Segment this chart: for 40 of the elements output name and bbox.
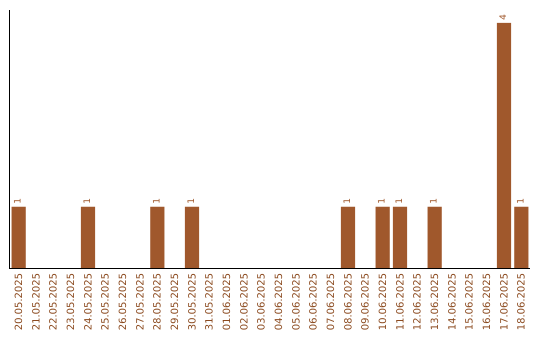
x-tick-label: 31.05.2025	[204, 273, 216, 330]
x-tick-label: 12.06.2025	[412, 273, 424, 330]
x-tick-label: 20.05.2025	[14, 273, 25, 330]
x-tick-label: 30.05.2025	[187, 273, 198, 330]
x-tick-label: 14.06.2025	[447, 273, 458, 330]
x-tick-label: 29.05.2025	[170, 273, 181, 330]
x-tick-label: 17.06.2025	[499, 273, 510, 330]
data-label: 1	[152, 198, 162, 204]
x-tick-label: 26.05.2025	[118, 273, 129, 330]
data-label: 1	[378, 198, 388, 204]
x-tick-label: 04.06.2025	[274, 273, 285, 330]
x-tick-label: 02.06.2025	[239, 273, 250, 330]
x-tick-label: 22.05.2025	[48, 273, 60, 330]
x-tick-label: 05.06.2025	[291, 273, 302, 330]
x-tick-label: 06.06.2025	[308, 273, 320, 330]
x-tick-label: 16.06.2025	[482, 273, 493, 330]
x-tick-label: 13.06.2025	[430, 273, 441, 330]
x-tick-label: 09.06.2025	[360, 273, 372, 330]
data-label: 1	[430, 198, 440, 204]
x-tick-label: 23.05.2025	[66, 273, 77, 330]
x-tick-label: 10.06.2025	[378, 273, 389, 330]
x-tick-label: 15.06.2025	[464, 273, 476, 330]
data-label: 1	[343, 198, 353, 204]
data-label: 1	[83, 198, 93, 204]
x-tick-label: 07.06.2025	[326, 273, 337, 330]
x-tick-label: 27.05.2025	[135, 273, 146, 330]
data-label: 1	[14, 198, 24, 204]
data-label: 4	[499, 14, 509, 20]
data-label: 1	[516, 198, 526, 204]
x-tick-label: 28.05.2025	[152, 273, 164, 330]
x-tick-label: 18.06.2025	[516, 273, 528, 330]
x-tick-label: 03.06.2025	[256, 273, 268, 330]
x-tick-label: 21.05.2025	[31, 273, 42, 330]
data-label: 1	[395, 198, 405, 204]
x-tick-label: 11.06.2025	[395, 273, 406, 330]
x-tick-label: 08.06.2025	[343, 273, 354, 330]
data-label: 1	[187, 198, 197, 204]
x-tick-label: 24.05.2025	[83, 273, 94, 330]
x-tick-label: 01.06.2025	[222, 273, 233, 330]
x-tick-label: 25.05.2025	[100, 273, 112, 330]
